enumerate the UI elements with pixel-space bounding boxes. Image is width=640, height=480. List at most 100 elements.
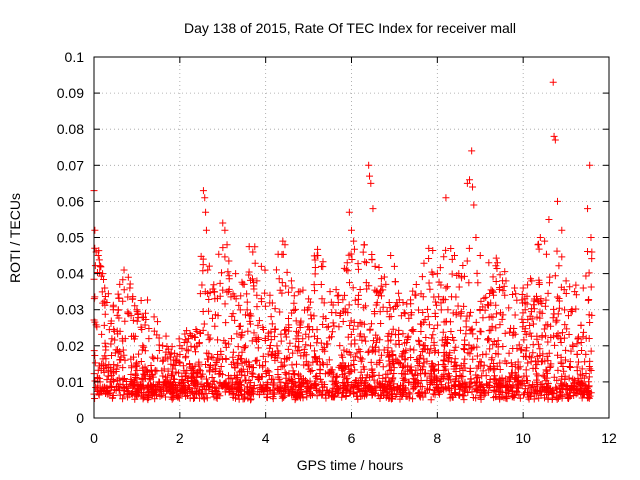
data-point [245,271,253,279]
data-point [149,380,157,388]
data-point [538,309,546,317]
data-point [280,355,288,363]
data-point [464,388,472,396]
data-point [587,234,595,241]
data-point [373,287,381,295]
data-point [472,371,480,379]
data-point [204,266,212,274]
data-point [276,286,284,294]
data-point [555,297,563,305]
data-point [389,352,397,360]
data-point [101,310,109,318]
data-point [457,326,465,334]
data-point [239,280,247,288]
data-point [302,380,310,388]
data-point [417,328,425,336]
x-tick-label: 8 [433,430,441,446]
data-point [530,297,538,305]
data-point [542,366,550,374]
data-point [586,357,594,365]
data-point [566,385,574,393]
data-point [452,382,460,390]
data-point [310,281,318,289]
data-point [246,320,254,328]
data-point [178,375,186,383]
data-point [338,393,346,401]
data-point [572,291,580,299]
data-point [259,363,267,371]
data-point [186,360,194,368]
data-point [277,378,285,386]
data-point [147,367,155,375]
data-point [545,388,553,396]
data-point [544,379,552,387]
data-point [120,375,128,383]
data-point [145,324,153,332]
data-point [91,351,99,359]
data-point [261,289,269,297]
data-point [196,387,204,395]
data-point [456,372,464,380]
data-point [218,382,226,390]
data-point [425,321,433,329]
data-point [473,352,481,360]
data-point [462,330,470,338]
y-tick-label: 0.01 [57,374,84,390]
data-point [396,360,404,368]
data-point [407,354,415,362]
data-point [376,395,384,403]
data-point [488,354,496,362]
data-point [341,382,349,390]
data-point [414,379,422,387]
data-point [225,257,233,265]
data-point [107,340,115,348]
data-point [242,342,250,350]
data-point [362,302,370,310]
data-point [400,387,408,395]
data-point [527,308,535,316]
data-point [408,326,416,334]
data-point [388,347,396,355]
data-point [319,313,327,321]
data-point [237,292,245,300]
data-point [356,354,364,362]
data-point [578,365,586,373]
data-point [340,381,348,389]
data-point [390,305,398,313]
data-point [221,253,229,261]
data-point [335,291,343,299]
data-point [332,309,340,317]
data-point [101,292,109,300]
data-point [164,367,172,375]
data-point [568,307,576,315]
data-point [582,334,590,342]
x-tick-label: 0 [90,430,98,446]
data-point [356,332,364,340]
data-point [446,349,454,357]
data-point [410,346,418,354]
data-point [504,390,512,398]
data-point [268,320,276,328]
data-point [529,349,537,357]
data-point [201,194,209,202]
data-point [392,331,400,339]
data-point [557,339,565,347]
data-point [202,208,210,216]
data-point [383,307,391,315]
data-point [427,396,435,404]
data-point [432,298,440,306]
data-point [524,281,532,289]
data-point [553,316,561,324]
data-point [290,383,298,391]
data-point [232,394,240,402]
data-point [372,301,380,309]
data-point [320,299,328,307]
data-point [133,392,141,400]
data-point [224,268,232,276]
data-point [101,284,109,292]
data-point [578,379,586,387]
data-point [261,302,269,310]
data-point [582,369,590,377]
data-point [509,290,517,298]
data-point [225,285,233,293]
